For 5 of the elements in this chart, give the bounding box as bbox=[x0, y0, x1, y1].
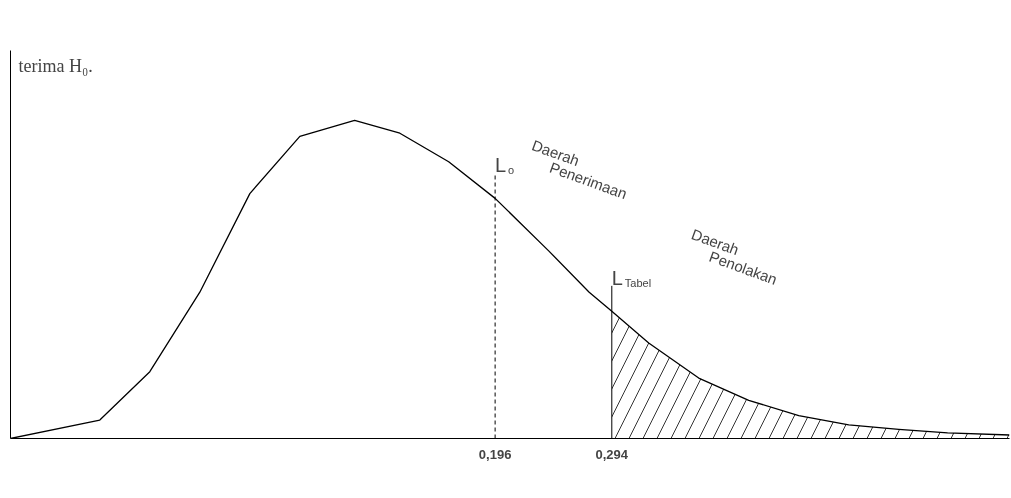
x-tick-label: 0,196 bbox=[478, 446, 512, 462]
ref-line-label: LTabel bbox=[611, 267, 652, 290]
text: terima H₀. bbox=[18, 55, 93, 76]
ref-line-label: Lo bbox=[495, 154, 515, 177]
x-tick-label: 0,294 bbox=[595, 446, 629, 462]
